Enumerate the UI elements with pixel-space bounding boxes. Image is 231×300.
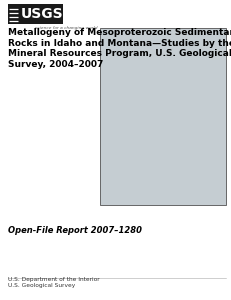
Bar xyxy=(8,4,63,24)
Text: Metallogeny of Mesoproterozoic Sedimentary
Rocks in Idaho and Montana—Studies by: Metallogeny of Mesoproterozoic Sedimenta… xyxy=(8,28,231,69)
Text: Open-File Report 2007–1280: Open-File Report 2007–1280 xyxy=(8,226,141,235)
Bar xyxy=(100,28,225,205)
Text: science for a changing world: science for a changing world xyxy=(35,26,97,31)
Text: U.S. Department of the Interior: U.S. Department of the Interior xyxy=(8,277,99,282)
Text: U.S. Geological Survey: U.S. Geological Survey xyxy=(8,283,75,288)
Text: USGS: USGS xyxy=(21,8,63,21)
